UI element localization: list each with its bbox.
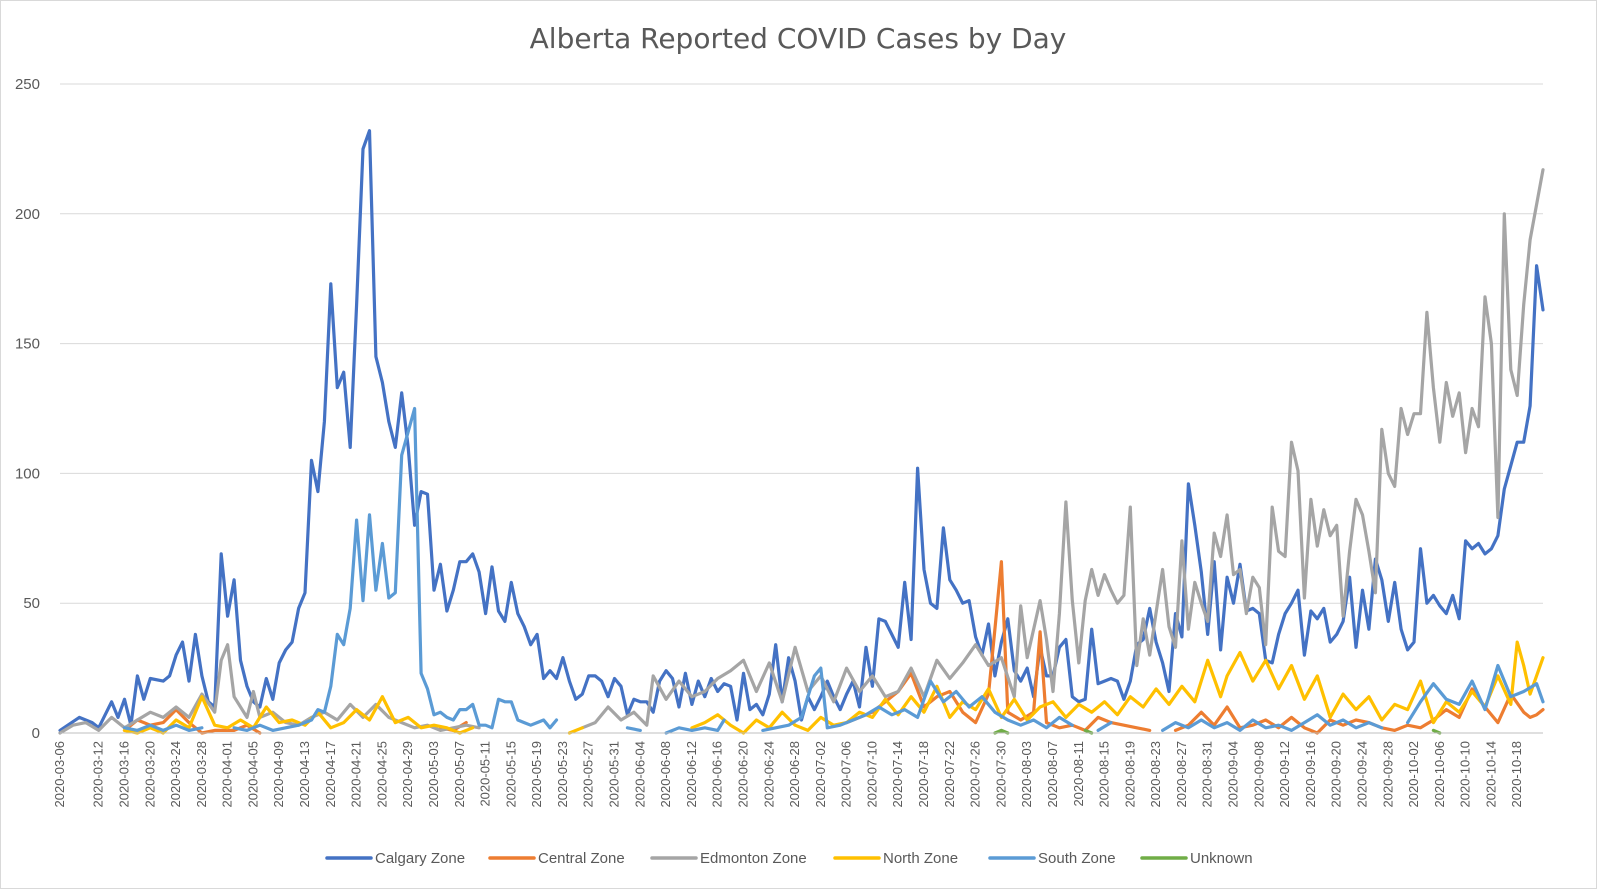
y-tick-label: 150 xyxy=(15,336,40,353)
legend-label: Edmonton Zone xyxy=(700,850,807,867)
x-tick-label: 2020-04-17 xyxy=(323,741,338,808)
x-tick-label: 2020-10-10 xyxy=(1458,741,1473,808)
x-tick-label: 2020-06-04 xyxy=(632,741,647,808)
x-tick-label: 2020-03-06 xyxy=(52,741,67,808)
series-calgary-zone xyxy=(58,129,1545,732)
x-tick-label: 2020-09-24 xyxy=(1354,741,1369,808)
x-tick-label: 2020-08-11 xyxy=(1071,741,1086,807)
y-tick-label: 100 xyxy=(15,465,40,482)
x-tick-label: 2020-05-31 xyxy=(607,741,622,808)
x-tick-label: 2020-05-11 xyxy=(478,741,493,807)
x-tick-label: 2020-06-08 xyxy=(658,741,673,808)
legend: Calgary Zone Central Zone Edmonton Zone Nor… xyxy=(325,850,1253,867)
y-tick-label: 250 xyxy=(15,76,40,93)
x-tick-label: 2020-08-23 xyxy=(1148,741,1163,808)
x-tick-label: 2020-08-27 xyxy=(1174,741,1189,808)
series-lines xyxy=(58,129,1545,735)
legend-label: Central Zone xyxy=(538,850,625,867)
x-tick-label: 2020-10-02 xyxy=(1406,741,1421,808)
series-line xyxy=(58,168,1545,735)
x-tick-label: 2020-09-04 xyxy=(1226,741,1241,808)
gridlines xyxy=(60,83,1543,604)
x-tick-label: 2020-08-15 xyxy=(1097,741,1112,808)
x-tick-label: 2020-03-28 xyxy=(194,741,209,808)
x-tick-label: 2020-07-26 xyxy=(968,741,983,808)
x-tick-label: 2020-05-15 xyxy=(503,741,518,808)
x-tick-label: 2020-09-16 xyxy=(1303,741,1318,808)
x-tick-label: 2020-08-03 xyxy=(1019,741,1034,808)
x-tick-label: 2020-03-24 xyxy=(168,741,183,808)
legend-item: South Zone xyxy=(988,850,1116,867)
x-tick-label: 2020-04-01 xyxy=(220,741,235,808)
x-tick-label: 2020-04-05 xyxy=(245,741,260,808)
legend-item: Edmonton Zone xyxy=(650,850,807,867)
x-tick-label: 2020-09-12 xyxy=(1277,741,1292,808)
x-tick-label: 2020-10-06 xyxy=(1432,741,1447,808)
x-tick-label: 2020-03-16 xyxy=(116,741,131,808)
x-tick-label: 2020-04-13 xyxy=(297,741,312,808)
x-tick-label: 2020-09-08 xyxy=(1251,741,1266,808)
legend-item: Central Zone xyxy=(488,850,625,867)
x-tick-label: 2020-06-16 xyxy=(710,741,725,808)
x-tick-label: 2020-06-20 xyxy=(735,741,750,808)
legend-label: South Zone xyxy=(1038,850,1116,867)
x-tick-label: 2020-07-14 xyxy=(890,741,905,808)
x-tick-label: 2020-05-27 xyxy=(581,741,596,808)
y-tick-label: 200 xyxy=(15,206,40,223)
series-line xyxy=(58,129,1545,732)
x-tick-label: 2020-06-12 xyxy=(684,741,699,808)
legend-item: Unknown xyxy=(1140,850,1253,867)
x-tick-label: 2020-06-28 xyxy=(787,741,802,808)
x-tick-label: 2020-07-22 xyxy=(942,741,957,808)
y-axis: 0 50 100 150 200 250 xyxy=(15,76,40,742)
x-tick-label: 2020-07-10 xyxy=(864,741,879,808)
x-tick-label: 2020-09-20 xyxy=(1329,741,1344,808)
x-tick-label: 2020-09-28 xyxy=(1380,741,1395,808)
x-tick-label: 2020-05-03 xyxy=(426,741,441,808)
x-tick-label: 2020-03-12 xyxy=(91,741,106,808)
x-tick-label: 2020-08-07 xyxy=(1045,741,1060,808)
series-south-zone xyxy=(122,406,1545,735)
x-tick-label: 2020-10-14 xyxy=(1483,741,1498,808)
legend-label: North Zone xyxy=(883,850,958,867)
x-tick-label: 2020-07-02 xyxy=(813,741,828,808)
x-tick-label: 2020-03-20 xyxy=(142,741,157,808)
x-tick-label: 2020-04-29 xyxy=(400,741,415,808)
series-edmonton-zone xyxy=(58,168,1545,735)
y-tick-label: 50 xyxy=(23,595,40,612)
x-tick-label: 2020-07-30 xyxy=(993,741,1008,808)
series-line xyxy=(122,406,1545,735)
x-tick-label: 2020-05-19 xyxy=(529,741,544,808)
x-tick-label: 2020-05-23 xyxy=(555,741,570,808)
x-tick-label: 2020-10-18 xyxy=(1509,741,1524,808)
legend-item: Calgary Zone xyxy=(325,850,465,867)
x-tick-label: 2020-04-09 xyxy=(271,741,286,808)
x-tick-label: 2020-08-19 xyxy=(1122,741,1137,808)
x-tick-label: 2020-05-07 xyxy=(452,741,467,808)
x-axis: 2020-03-06 2020-03-12 2020-03-16 2020-03-20… xyxy=(52,732,1543,808)
x-tick-label: 2020-06-24 xyxy=(761,741,776,808)
x-tick-label: 2020-08-31 xyxy=(1200,741,1215,808)
legend-label: Unknown xyxy=(1190,850,1253,867)
legend-label: Calgary Zone xyxy=(375,850,465,867)
x-tick-label: 2020-04-25 xyxy=(374,741,389,808)
chart-title: Alberta Reported COVID Cases by Day xyxy=(530,22,1067,55)
y-tick-label: 0 xyxy=(32,725,40,742)
x-tick-label: 2020-04-21 xyxy=(349,741,364,808)
x-tick-label: 2020-07-06 xyxy=(839,741,854,808)
legend-item: North Zone xyxy=(833,850,958,867)
x-tick-label: 2020-07-18 xyxy=(916,741,931,808)
